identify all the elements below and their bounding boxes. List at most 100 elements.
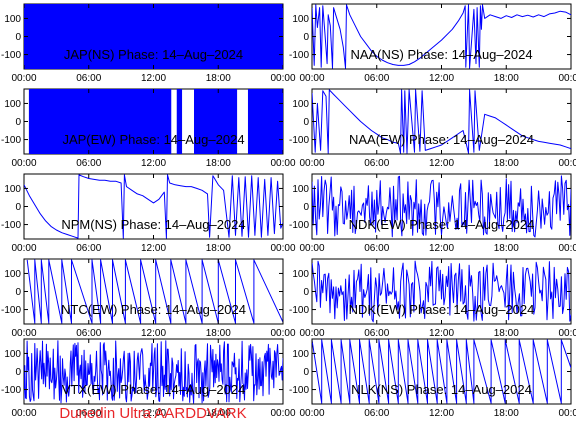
x-tick-label: 00:00 — [11, 328, 36, 339]
x-tick-label: 00:00 — [558, 328, 576, 339]
series-line — [24, 340, 283, 404]
y-tick-label: 0 — [303, 287, 309, 298]
y-tick-label: 100 — [292, 184, 309, 195]
panel-title: NTC(EW) Phase: 14–Aug–2024 — [61, 302, 246, 317]
y-tick-label: 100 — [292, 14, 309, 25]
y-tick-label: 100 — [4, 14, 21, 25]
y-tick-label: 0 — [303, 367, 309, 378]
plot-area — [28, 89, 283, 154]
x-tick-label: 00:00 — [558, 73, 576, 84]
chart-panel: 100 0 -100 00:00 06:00 12:00 18:00 00:00 NAA(NS)… — [289, 3, 576, 84]
footer-caption: Dunedin Ultra AARDDVARK — [59, 405, 247, 422]
x-tick-label: 06:00 — [364, 73, 389, 84]
x-tick-label: 00:00 — [11, 243, 36, 254]
x-tick-label: 18:00 — [494, 73, 519, 84]
series-line — [26, 259, 283, 324]
plot-area — [24, 174, 283, 239]
chart-panel: 100 0 -100 00:00 06:00 12:00 18:00 00:00 NLK(NS)… — [289, 338, 576, 419]
x-tick-label: 12:00 — [429, 73, 454, 84]
y-tick-label: 100 — [292, 99, 309, 110]
y-tick-label: -100 — [1, 385, 21, 396]
x-tick-label: 12:00 — [141, 328, 166, 339]
x-tick-label: 12:00 — [141, 408, 166, 419]
series-fill — [194, 89, 237, 154]
y-tick-label: 0 — [303, 202, 309, 213]
series-line — [312, 260, 571, 323]
plot-area — [312, 260, 571, 323]
y-tick-label: 0 — [15, 32, 21, 43]
x-tick-label: 12:00 — [429, 158, 454, 169]
y-tick-label: -100 — [1, 135, 21, 146]
plot-area — [26, 259, 283, 324]
x-tick-label: 06:00 — [76, 408, 101, 419]
chart-panel: 100 0 -100 00:00 06:00 12:00 18:00 00:00 NPM(NS)… — [1, 173, 296, 254]
x-tick-label: 06:00 — [364, 243, 389, 254]
series-line — [312, 339, 571, 404]
y-tick-label: -100 — [289, 385, 309, 396]
y-tick-label: -100 — [289, 305, 309, 316]
x-tick-label: 06:00 — [76, 243, 101, 254]
plot-area — [24, 340, 283, 404]
x-tick-label: 18:00 — [206, 158, 231, 169]
chart-panel: 100 0 -100 00:00 06:00 12:00 18:00 00:00 VTX(EW)… — [1, 338, 296, 419]
panel-title: VTX(EW) Phase: 14–Aug–2024 — [62, 382, 246, 397]
x-tick-label: 00:00 — [299, 243, 324, 254]
series-fill — [177, 89, 182, 154]
y-tick-label: 0 — [15, 202, 21, 213]
x-tick-label: 06:00 — [76, 158, 101, 169]
x-tick-label: 00:00 — [11, 73, 36, 84]
chart-panel: 100 0 -100 00:00 06:00 12:00 18:00 00:00 NDK(EW)… — [289, 173, 576, 254]
y-tick-label: 100 — [4, 99, 21, 110]
series-fill — [248, 89, 283, 154]
x-tick-label: 18:00 — [206, 73, 231, 84]
plot-frame — [23, 173, 284, 240]
y-tick-label: 100 — [4, 184, 21, 195]
plot-area — [312, 175, 571, 238]
plot-area — [312, 4, 571, 69]
chart-panel: 100 0 -100 00:00 06:00 12:00 18:00 00:00 JAP(NS)… — [1, 3, 296, 84]
y-tick-label: 0 — [15, 287, 21, 298]
x-tick-label: 00:00 — [558, 408, 576, 419]
x-tick-label: 18:00 — [206, 243, 231, 254]
plot-area — [24, 4, 283, 69]
chart-panel: 100 0 -100 00:00 06:00 12:00 18:00 00:00 NDK(EW)… — [289, 258, 576, 339]
y-tick-label: 100 — [292, 349, 309, 360]
series-line — [312, 175, 571, 238]
x-tick-label: 12:00 — [141, 243, 166, 254]
x-tick-label: 00:00 — [270, 408, 295, 419]
series-fill — [24, 4, 283, 69]
x-tick-label: 18:00 — [494, 328, 519, 339]
x-tick-label: 12:00 — [429, 328, 454, 339]
panel-title: JAP(EW) Phase: 14–Aug–2024 — [62, 132, 244, 147]
series-line — [312, 4, 571, 69]
y-tick-label: 0 — [303, 32, 309, 43]
chart-panel: 100 0 -100 00:00 06:00 12:00 18:00 00:00 NAA(EW)… — [289, 88, 576, 169]
plot-area — [312, 89, 571, 154]
panel-title: JAP(NS) Phase: 14–Aug–2024 — [64, 47, 243, 62]
x-tick-label: 18:00 — [206, 328, 231, 339]
x-tick-label: 12:00 — [429, 243, 454, 254]
x-tick-label: 12:00 — [141, 73, 166, 84]
x-tick-label: 06:00 — [364, 408, 389, 419]
x-tick-label: 00:00 — [270, 158, 295, 169]
chart-panel: 100 0 -100 00:00 06:00 12:00 18:00 00:00 JAP(EW)… — [1, 88, 296, 169]
x-tick-label: 18:00 — [494, 158, 519, 169]
x-tick-label: 18:00 — [494, 408, 519, 419]
panel-title: NAA(EW) Phase: 14–Aug–2024 — [349, 132, 534, 147]
series-line — [312, 89, 571, 154]
x-tick-label: 00:00 — [558, 243, 576, 254]
x-tick-label: 06:00 — [76, 73, 101, 84]
y-tick-label: -100 — [289, 220, 309, 231]
x-tick-label: 00:00 — [270, 328, 295, 339]
x-tick-label: 00:00 — [11, 158, 36, 169]
x-tick-label: 00:00 — [270, 243, 295, 254]
x-tick-label: 18:00 — [206, 408, 231, 419]
x-tick-label: 06:00 — [76, 328, 101, 339]
x-tick-label: 00:00 — [558, 158, 576, 169]
y-tick-label: -100 — [1, 305, 21, 316]
x-tick-label: 12:00 — [141, 158, 166, 169]
y-tick-label: 100 — [4, 269, 21, 280]
y-tick-label: -100 — [1, 220, 21, 231]
panel-title: NLK(NS) Phase: 14–Aug–2024 — [351, 382, 532, 397]
panel-title: NDK(EW) Phase: 14–Aug–2024 — [349, 217, 535, 232]
